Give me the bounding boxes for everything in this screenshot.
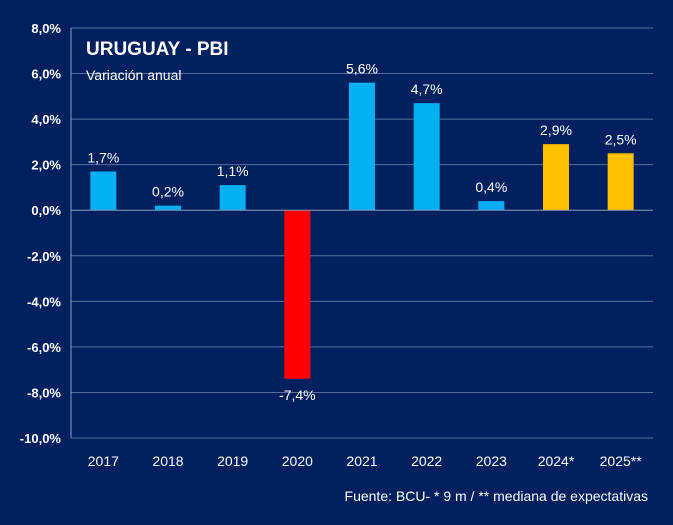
data-label: -7,4% — [279, 387, 316, 403]
bar-2021 — [349, 82, 375, 211]
axes — [70, 28, 653, 438]
data-label: 5,6% — [346, 61, 378, 77]
data-label: 2,5% — [605, 131, 637, 147]
x-category-labels: 2017 2018 2019 2020 2021 2022 2023 2024* 2025** — [88, 453, 642, 469]
y-tick-labels: 8,0% 6,0% 4,0% 2,0% 0,0% -2,0% -4,0% -6,0% -8,0%… — [20, 21, 62, 446]
y-tick-label: 0,0% — [31, 203, 61, 218]
x-category-label: 2024* — [538, 453, 575, 469]
bar-2025 — [607, 153, 634, 211]
y-tick-label: 6,0% — [31, 67, 61, 82]
data-label: 0,2% — [152, 184, 184, 200]
x-category-label: 2022 — [411, 453, 442, 469]
y-tick-label: 4,0% — [31, 112, 61, 127]
data-label: 1,1% — [217, 163, 249, 179]
bar-2020 — [284, 210, 311, 379]
y-tick-label: 8,0% — [31, 21, 61, 36]
chart-subtitle: Variación anual — [86, 67, 181, 83]
data-labels: 1,7% 0,2% 1,1% -7,4% 5,6% 4,7% 0,4% 2,9% 2,5% — [87, 61, 636, 403]
source-note: Fuente: BCU- * 9 m / ** mediana de expec… — [345, 488, 648, 504]
bar-2018 — [155, 205, 181, 211]
y-tick-label: -6,0% — [27, 340, 61, 355]
x-category-label: 2019 — [217, 453, 248, 469]
data-label: 0,4% — [475, 179, 507, 195]
bars — [90, 82, 634, 379]
x-category-label: 2017 — [88, 453, 119, 469]
y-tick-label: -10,0% — [20, 431, 62, 446]
data-label: 1,7% — [87, 150, 119, 166]
data-label: 2,9% — [540, 122, 572, 138]
bar-2022 — [413, 103, 440, 211]
y-tick-label: -8,0% — [27, 385, 61, 400]
bar-2017 — [90, 171, 117, 211]
x-category-label: 2018 — [152, 453, 183, 469]
y-tick-label: 2,0% — [31, 158, 61, 173]
y-tick-label: -2,0% — [27, 249, 61, 264]
chart-title: URUGUAY - PBI — [86, 39, 229, 60]
x-category-label: 2023 — [476, 453, 507, 469]
y-tick-label: -4,0% — [27, 294, 61, 309]
x-category-label: 2025** — [600, 453, 643, 469]
gridlines — [71, 27, 653, 439]
data-label: 4,7% — [411, 81, 443, 97]
bar-2023 — [478, 201, 505, 211]
x-category-label: 2021 — [346, 453, 377, 469]
bar-2019 — [219, 185, 246, 211]
bar-2024 — [543, 144, 569, 211]
x-category-label: 2020 — [282, 453, 313, 469]
